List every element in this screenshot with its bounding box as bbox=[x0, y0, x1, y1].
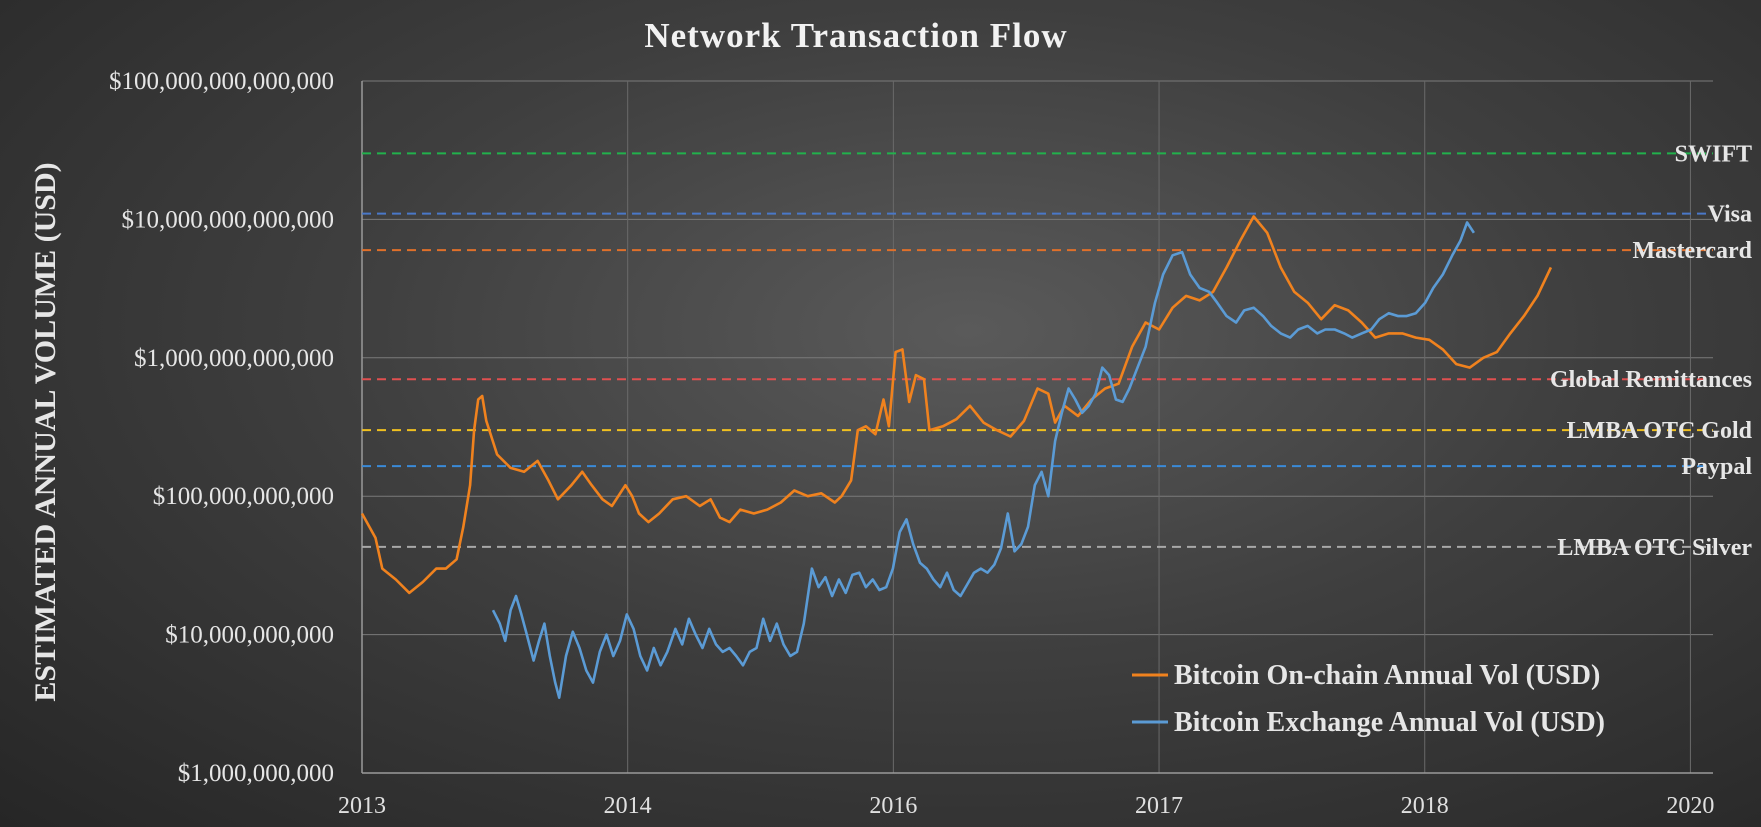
benchmark-label-mastercard: Mastercard bbox=[1632, 238, 1752, 264]
y-tick-label: $100,000,000,000,000 bbox=[109, 68, 334, 95]
y-tick-label: $100,000,000,000 bbox=[153, 483, 334, 510]
x-tick-label: 2020 bbox=[1666, 793, 1714, 819]
benchmark-label-visa: Visa bbox=[1708, 202, 1752, 228]
legend: Bitcoin On-chain Annual Vol (USD) Bitcoin… bbox=[1132, 660, 1605, 738]
x-tick-label: 2017 bbox=[1135, 793, 1183, 819]
benchmark-label-swift: SWIFT bbox=[1675, 141, 1752, 167]
y-tick-label: $10,000,000,000,000 bbox=[122, 206, 335, 233]
series-line-on-chain bbox=[360, 215, 1553, 595]
x-tick-label: 2014 bbox=[604, 793, 652, 819]
legend-label-on-chain: Bitcoin On-chain Annual Vol (USD) bbox=[1174, 660, 1600, 691]
x-tick-labels: 2013 2014 2016 2017 2018 2020 bbox=[338, 793, 1714, 819]
series-lines bbox=[360, 215, 1553, 699]
series-line-exchange bbox=[491, 221, 1475, 699]
y-tick-label: $1,000,000,000 bbox=[178, 760, 334, 787]
y-tick-label: $10,000,000,000 bbox=[165, 622, 334, 649]
y-tick-label: $1,000,000,000,000 bbox=[134, 345, 334, 372]
y-tick-labels: $1,000,000,000 $10,000,000,000 $100,000,00… bbox=[109, 68, 334, 787]
x-tick-label: 2016 bbox=[869, 793, 917, 819]
x-tick-label: 2018 bbox=[1401, 793, 1449, 819]
benchmark-label-global-remittances: Global Remittances bbox=[1550, 367, 1752, 393]
benchmark-lines: SWIFT Visa Mastercard Global Remittances LMB… bbox=[362, 141, 1753, 561]
benchmark-label-lmba-otc-gold: LMBA OTC Gold bbox=[1567, 418, 1753, 444]
grid bbox=[361, 80, 1713, 774]
x-tick-label: 2013 bbox=[338, 793, 386, 819]
y-axis-label: ESTIMATED ANNUAL VOLUME (USD) bbox=[29, 162, 62, 701]
benchmark-label-paypal: Paypal bbox=[1681, 454, 1752, 480]
chart-title: Network Transaction Flow bbox=[644, 16, 1067, 55]
legend-label-exchange: Bitcoin Exchange Annual Vol (USD) bbox=[1174, 707, 1605, 738]
benchmark-label-lmba-otc-silver: LMBA OTC Silver bbox=[1557, 535, 1752, 561]
